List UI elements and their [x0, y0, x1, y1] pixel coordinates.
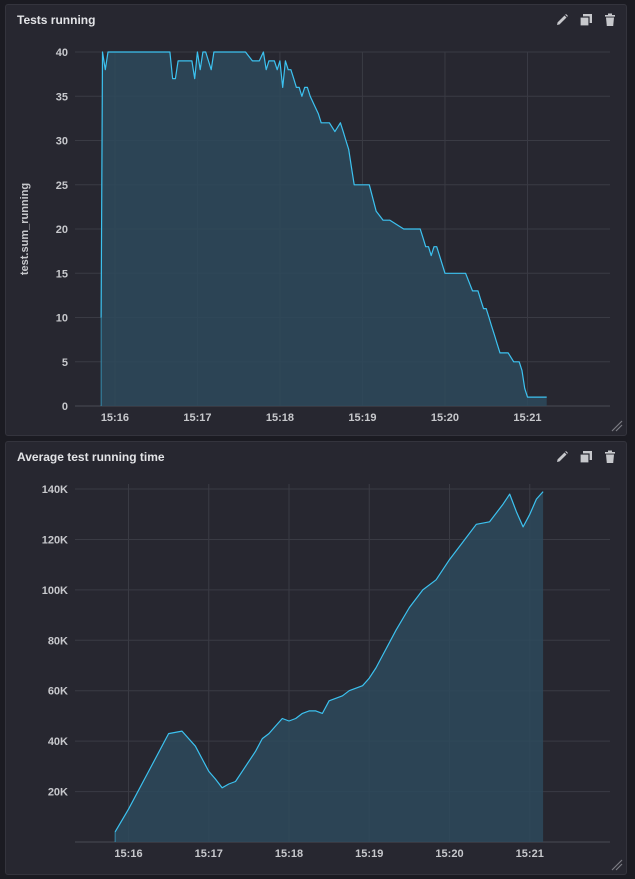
x-tick-label: 15:19 [355, 848, 383, 860]
series-line [100, 51, 547, 398]
y-axis-title: test.sum_running [19, 183, 31, 275]
panel-toolbar [554, 449, 618, 465]
x-tick-label: 15:18 [275, 848, 303, 860]
avg-running-time-chart[interactable]: 20K 40K 60K 80K 100K 120K 140K 15:16 15:17 15:18 1… [6, 442, 628, 876]
x-tick-label: 15:21 [516, 848, 544, 860]
y-tick-label: 40 [56, 47, 68, 59]
trash-icon[interactable] [602, 12, 618, 28]
y-tick-label: 120K [42, 534, 68, 546]
tests-running-panel: 0 5 10 15 20 25 30 35 40 15:16 15:17 15:18 15:19 15:2… [5, 4, 627, 436]
panel-title: Tests running [17, 13, 96, 27]
panel-toolbar [554, 12, 618, 28]
y-tick-label: 20 [56, 224, 68, 236]
copy-icon[interactable] [578, 12, 594, 28]
x-tick-label: 15:20 [435, 848, 463, 860]
x-tick-label: 15:17 [195, 848, 223, 860]
series-line [114, 491, 544, 833]
x-tick-label: 15:16 [101, 412, 129, 424]
x-tick-label: 15:20 [431, 412, 459, 424]
y-tick-label: 100K [42, 585, 68, 597]
y-tick-label: 15 [56, 268, 68, 280]
resize-handle-icon[interactable] [611, 859, 623, 871]
resize-handle-icon[interactable] [611, 420, 623, 432]
y-tick-label: 5 [62, 357, 68, 369]
x-tick-label: 15:19 [348, 412, 376, 424]
pencil-icon[interactable] [554, 12, 570, 28]
y-tick-label: 20K [48, 787, 68, 799]
copy-icon[interactable] [578, 449, 594, 465]
trash-icon[interactable] [602, 449, 618, 465]
y-tick-label: 80K [48, 635, 68, 647]
avg-running-time-panel: 20K 40K 60K 80K 100K 120K 140K 15:16 15:17 15:18 1… [5, 441, 627, 875]
series-area [101, 52, 547, 406]
y-tick-label: 140K [42, 484, 68, 496]
y-tick-label: 0 [62, 401, 68, 413]
y-tick-label: 30 [56, 136, 68, 148]
series-area [115, 491, 544, 842]
x-tick-label: 15:17 [183, 412, 211, 424]
x-tick-label: 15:16 [114, 848, 142, 860]
y-tick-label: 35 [56, 91, 68, 103]
panel-title: Average test running time [17, 450, 165, 464]
y-tick-label: 60K [48, 686, 68, 698]
y-tick-label: 10 [56, 313, 68, 325]
pencil-icon[interactable] [554, 449, 570, 465]
x-tick-label: 15:21 [513, 412, 541, 424]
y-tick-label: 25 [56, 180, 68, 192]
y-tick-label: 40K [48, 736, 68, 748]
tests-running-chart[interactable]: 0 5 10 15 20 25 30 35 40 15:16 15:17 15:18 15:19 15:2… [6, 5, 628, 437]
x-tick-label: 15:18 [266, 412, 294, 424]
